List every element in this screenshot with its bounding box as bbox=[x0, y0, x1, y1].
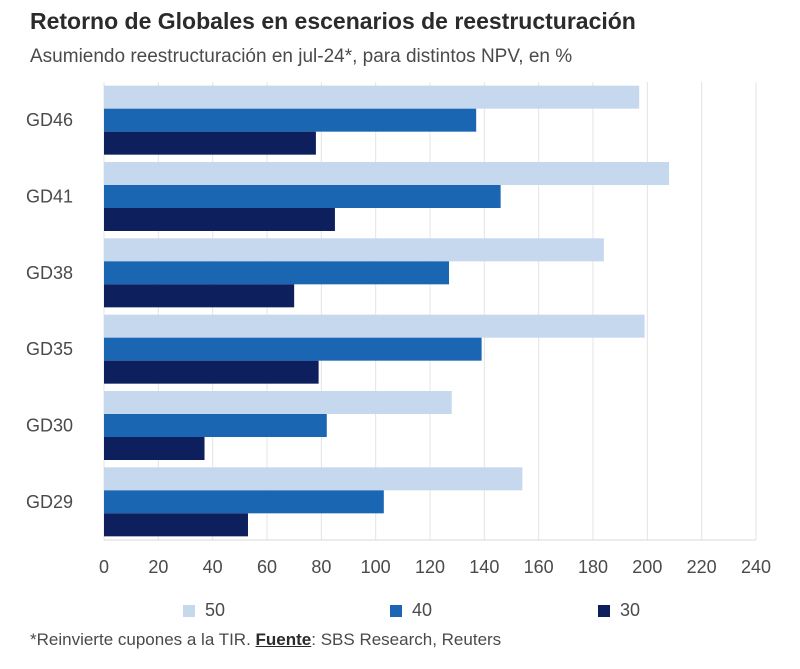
footnote: *Reinvierte cupones a la TIR. Fuente: SB… bbox=[30, 630, 501, 650]
legend-swatch-40 bbox=[390, 604, 402, 617]
category-label-gd41: GD41 bbox=[26, 187, 73, 207]
bar-gd35-50 bbox=[104, 314, 645, 338]
legend: 50 40 30 bbox=[0, 600, 800, 626]
bar-gd46-50 bbox=[104, 85, 640, 109]
bar-gd41-50 bbox=[104, 162, 670, 185]
x-tick-label-40: 40 bbox=[203, 557, 223, 577]
x-tick-label-60: 60 bbox=[257, 557, 277, 577]
bar-gd30-30 bbox=[104, 437, 205, 460]
bar-gd38-40 bbox=[104, 261, 450, 285]
x-tick-label-160: 160 bbox=[524, 557, 554, 577]
legend-swatch-30 bbox=[598, 604, 610, 617]
category-label-gd35: GD35 bbox=[26, 339, 73, 359]
bar-gd30-40 bbox=[104, 414, 327, 437]
legend-label-40: 40 bbox=[412, 600, 433, 620]
x-tick-label-180: 180 bbox=[578, 557, 608, 577]
category-label-gd30: GD30 bbox=[26, 416, 73, 436]
legend-swatch-50 bbox=[183, 604, 195, 617]
bar-gd35-40 bbox=[104, 337, 482, 361]
footnote-note: *Reinvierte cupones a la TIR. bbox=[30, 630, 256, 649]
bar-gd41-40 bbox=[104, 185, 501, 208]
x-tick-label-80: 80 bbox=[311, 557, 331, 577]
bar-gd41-30 bbox=[104, 208, 335, 231]
category-label-gd29: GD29 bbox=[26, 492, 73, 512]
chart-subtitle: Asumiendo reestructuración en jul-24*, p… bbox=[30, 46, 573, 67]
bar-gd30-50 bbox=[104, 391, 452, 414]
x-tick-label-240: 240 bbox=[741, 557, 771, 577]
bar-gd29-40 bbox=[104, 490, 384, 514]
footnote-source-label: Fuente bbox=[255, 630, 312, 649]
legend-item-40: 40 bbox=[390, 600, 432, 621]
legend-label-30: 30 bbox=[620, 600, 641, 620]
x-tick-label-140: 140 bbox=[469, 557, 499, 577]
bar-gd35-30 bbox=[104, 360, 319, 384]
bar-chart: 0 20 40 60 80 100 120 140 160 180 200 220 240 GD46 GD4… bbox=[26, 82, 771, 577]
x-tick-label-20: 20 bbox=[148, 557, 168, 577]
x-tick-label-100: 100 bbox=[361, 557, 391, 577]
category-label-gd38: GD38 bbox=[26, 263, 73, 283]
x-tick-label-220: 220 bbox=[687, 557, 717, 577]
x-tick-label-200: 200 bbox=[632, 557, 662, 577]
footnote-source-text: : SBS Research, Reuters bbox=[311, 630, 502, 649]
legend-item-30: 30 bbox=[598, 600, 640, 621]
bar-gd46-40 bbox=[104, 108, 477, 132]
bar-gd29-50 bbox=[104, 467, 523, 491]
bar-gd46-30 bbox=[104, 131, 316, 155]
chart-title: Retorno de Globales en escenarios de ree… bbox=[30, 8, 636, 34]
bar-gd38-30 bbox=[104, 284, 295, 308]
x-tick-label-0: 0 bbox=[99, 557, 109, 577]
bar-gd38-50 bbox=[104, 238, 604, 262]
legend-item-50: 50 bbox=[183, 600, 225, 621]
x-tick-label-120: 120 bbox=[415, 557, 445, 577]
legend-label-50: 50 bbox=[205, 600, 226, 620]
category-label-gd46: GD46 bbox=[26, 110, 73, 130]
bar-gd29-30 bbox=[104, 513, 248, 537]
